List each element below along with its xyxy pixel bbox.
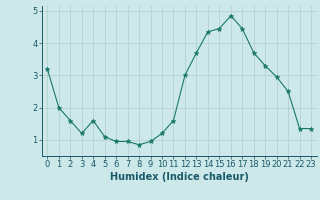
X-axis label: Humidex (Indice chaleur): Humidex (Indice chaleur) [110,172,249,182]
